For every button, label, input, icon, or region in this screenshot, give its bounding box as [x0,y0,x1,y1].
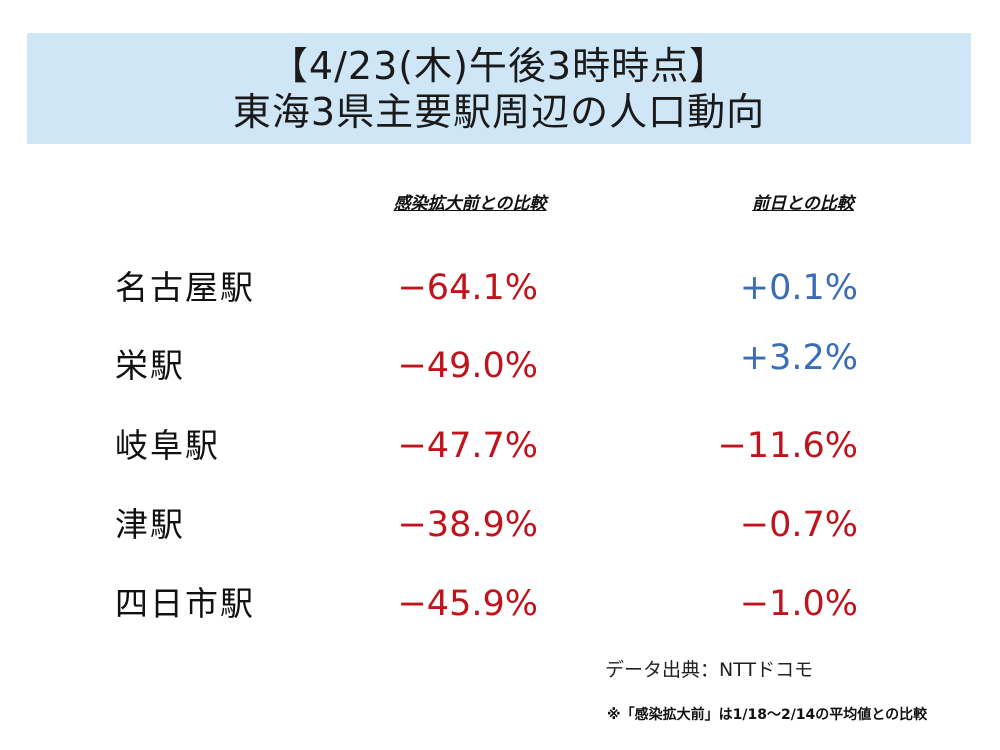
value-before-outbreak: −49.0% [397,346,538,386]
value-previous-day: +3.2% [739,338,858,378]
table-row: 名古屋駅 −64.1% +0.1% [0,260,1000,320]
value-before-outbreak: −45.9% [397,584,538,624]
station-name: 四日市駅 [115,584,255,623]
table-row: 栄駅 −49.0% +3.2% [0,338,1000,398]
station-name: 津駅 [115,505,185,544]
header-before-outbreak: 感染拡大前との比較 [393,194,547,214]
value-previous-day: −0.7% [739,505,858,545]
table-row: 四日市駅 −45.9% −1.0% [0,576,1000,636]
table-row: 津駅 −38.9% −0.7% [0,497,1000,557]
value-before-outbreak: −38.9% [397,505,538,545]
value-previous-day: −11.6% [717,426,858,466]
title-line-1: 【4/23(木)午後3時時点】 [269,44,729,88]
data-source: データ出典：NTTドコモ [605,659,814,681]
title-line-2: 東海3県主要駅周辺の人口動向 [232,90,766,134]
footnote: ※「感染拡大前」は1/18〜2/14の平均値との比較 [607,707,928,723]
value-previous-day: +0.1% [739,268,858,308]
table-row: 岐阜駅 −47.7% −11.6% [0,418,1000,478]
title-banner: 【4/23(木)午後3時時点】 東海3県主要駅周辺の人口動向 [27,33,971,144]
header-previous-day: 前日との比較 [752,194,854,214]
value-previous-day: −1.0% [739,584,858,624]
value-before-outbreak: −64.1% [397,268,538,308]
value-before-outbreak: −47.7% [397,426,538,466]
station-name: 栄駅 [115,346,185,385]
station-name: 岐阜駅 [115,426,220,465]
station-name: 名古屋駅 [115,268,255,307]
